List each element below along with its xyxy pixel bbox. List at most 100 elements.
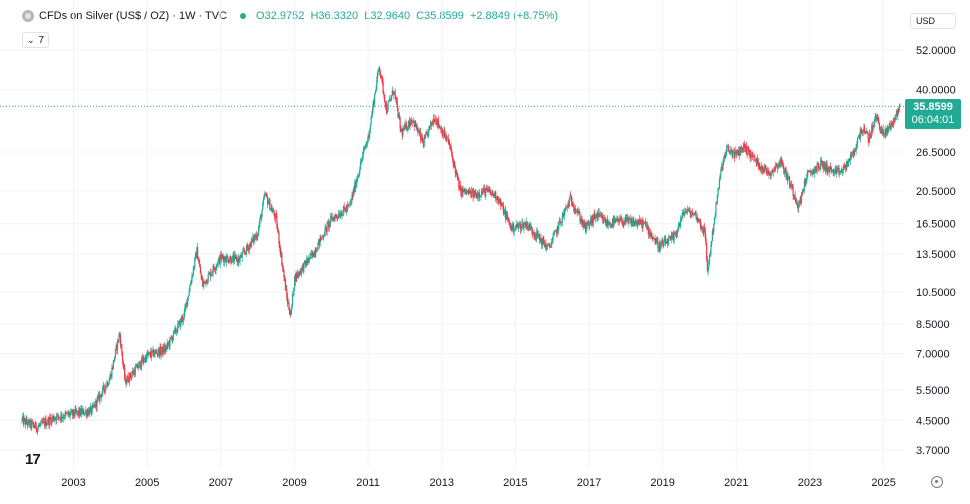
candle-body	[277, 230, 279, 234]
candle-body	[258, 224, 260, 229]
candle-body	[103, 385, 105, 390]
candle-body	[298, 271, 301, 275]
candle-body	[344, 208, 346, 210]
candle-body	[595, 214, 597, 218]
candle-body	[737, 150, 740, 157]
candle-body	[165, 346, 168, 351]
tradingview-logo[interactable]: 17	[25, 451, 41, 468]
symbol-legend[interactable]: CFDs on Silver (US$ / OZ) · 1W · TVC O32…	[22, 10, 561, 22]
candle-body	[599, 214, 602, 216]
candle-body	[575, 208, 577, 212]
candle-body	[682, 212, 684, 217]
candle-body	[743, 143, 745, 148]
candle-body	[692, 214, 694, 216]
candle-body	[603, 218, 605, 223]
candle-body	[720, 166, 723, 170]
chart-settings-icon[interactable]	[931, 476, 943, 488]
candle-body	[415, 121, 417, 128]
candle-body	[623, 221, 625, 225]
candle-body	[317, 243, 319, 251]
candle-body	[211, 272, 213, 275]
candle-body	[304, 260, 306, 264]
candle-body	[514, 228, 516, 231]
candle-body	[516, 224, 518, 226]
candle-body	[529, 223, 531, 231]
candle-body	[420, 135, 422, 140]
candle-body	[729, 151, 731, 154]
candle-body	[140, 367, 142, 369]
candle-body	[363, 148, 365, 151]
candle-body	[95, 400, 97, 408]
candle-body	[563, 210, 565, 216]
candle-body	[609, 224, 612, 227]
candle-body	[776, 165, 778, 167]
candle-body	[843, 164, 845, 170]
candle-body	[291, 305, 293, 310]
candle-body	[318, 239, 320, 244]
candle-body	[637, 221, 639, 225]
currency-selector[interactable]: USD	[910, 13, 956, 29]
candle-body	[507, 219, 510, 221]
price-axis[interactable]: 52.0000 40.0000 26.5000 20.5000 16.5000 13.50…	[916, 45, 956, 457]
candle-body	[195, 253, 197, 258]
candle-body	[879, 127, 881, 132]
candle-body	[668, 236, 670, 239]
candle-body	[122, 361, 124, 366]
candle-body	[192, 275, 194, 276]
candle-body	[34, 426, 36, 428]
candle-body	[490, 192, 492, 195]
candle-body	[697, 220, 699, 223]
candle-body	[61, 417, 63, 419]
candle-body	[161, 346, 163, 351]
candle-body	[211, 272, 214, 274]
candle-body	[641, 220, 643, 228]
candle-body	[141, 357, 143, 368]
time-tick-label: 2003	[61, 477, 85, 489]
candle-body	[160, 350, 163, 354]
candle-body	[633, 220, 635, 226]
candle-body	[893, 117, 895, 126]
candle-body	[68, 412, 71, 416]
candle-body	[605, 223, 607, 227]
candle-body	[289, 309, 291, 315]
symbol-title[interactable]: CFDs on Silver (US$ / OZ) · 1W · TVC	[39, 10, 228, 22]
time-axis[interactable]: 2003 2005 2007 2009 2011 2013 2015 2017 2019 2021…	[61, 477, 896, 489]
candle-body	[801, 192, 803, 194]
candle-body	[549, 246, 551, 247]
candle-body	[805, 182, 807, 186]
candle-body	[445, 136, 447, 139]
candle-body	[194, 257, 196, 268]
candle-body	[771, 170, 773, 175]
candle-body	[46, 424, 48, 426]
indicators-toggle[interactable]: ⌄ 7	[22, 32, 50, 48]
candle-body	[106, 382, 108, 387]
candle-body	[259, 218, 261, 225]
candle-body	[803, 190, 805, 191]
candle-body	[138, 361, 141, 364]
candle-body	[378, 67, 381, 72]
candle-body	[173, 330, 175, 332]
candle-body	[247, 247, 249, 249]
candle-body	[92, 404, 95, 407]
candle-body	[390, 98, 392, 100]
candle-body	[807, 171, 809, 173]
candle-body	[885, 127, 888, 134]
candle-body	[349, 201, 352, 205]
candle-body	[846, 161, 848, 168]
candle-body	[859, 134, 861, 139]
candle-body	[333, 218, 335, 221]
candle-body	[138, 363, 140, 368]
candle-body	[594, 214, 597, 219]
candle-body	[59, 417, 61, 420]
candle-body	[290, 309, 292, 316]
candle-body	[752, 155, 754, 158]
candle-body	[651, 236, 653, 240]
candle-body	[655, 238, 658, 245]
candle-body	[454, 166, 456, 174]
candle-body	[113, 360, 115, 362]
candle-body	[762, 168, 764, 171]
candle-body	[330, 216, 332, 223]
candle-body	[534, 235, 536, 237]
candle-body	[417, 130, 419, 133]
